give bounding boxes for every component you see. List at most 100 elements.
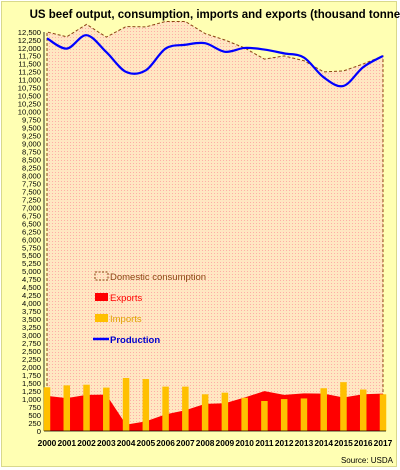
y-tick-label: 11,750 [18,52,41,61]
x-tick-label: 2010 [235,438,254,448]
x-tick-label: 2002 [77,438,96,448]
y-tick-label: 4,500 [22,283,41,292]
legend-swatch-exports [95,293,108,301]
imports-series [43,378,387,431]
y-tick-label: 10,250 [18,100,41,109]
x-tick-label: 2011 [255,438,274,448]
y-tick-label: 7,250 [22,195,41,204]
y-tick-label: 5,500 [22,251,41,260]
y-tick-label: 12,000 [18,44,41,53]
legend-swatch-imports [95,314,108,322]
source-note: Source: USDA [341,456,394,465]
y-tick-label: 250 [28,419,41,428]
imports-bar [63,385,71,431]
imports-bar [201,394,209,431]
imports-bar [43,387,51,431]
legend-label-imports: Imports [110,314,142,325]
chart-title: US beef output, consumption, imports and… [30,9,400,21]
x-tick-label: 2006 [156,438,175,448]
x-tick-label: 2003 [97,438,116,448]
y-tick-label: 1,500 [22,379,41,388]
legend-label-domestic-consumption: Domestic consumption [110,272,206,283]
imports-bar [359,389,367,431]
y-tick-label: 750 [28,403,41,412]
y-tick-label: 6,750 [22,211,41,220]
y-tick-label: 7,750 [22,179,41,188]
production-series [46,34,384,88]
y-tick-label: 4,000 [22,299,41,308]
y-tick-label: 11,500 [18,60,41,69]
y-tick-label: 11,250 [18,68,41,77]
y-tick-label: 5,250 [22,259,41,268]
x-tick-label: 2005 [137,438,156,448]
imports-bar [261,400,268,431]
imports-bar [142,378,150,431]
y-tick-label: 9,500 [22,124,41,133]
x-tick-label: 2009 [216,438,235,448]
y-tick-label: 6,500 [22,219,41,228]
x-tick-label: 2007 [176,438,195,448]
x-tick-label: 2004 [117,438,136,448]
y-tick-label: 3,250 [22,323,41,332]
imports-bar [103,387,110,431]
imports-bar [379,394,387,431]
x-tick-label: 2016 [354,438,373,448]
imports-bar [182,386,189,431]
y-tick-label: 2,500 [22,347,41,356]
legend: Domestic consumption Exports Imports Pro… [93,271,206,346]
production-line [46,34,384,88]
y-axis: 02505007501,0001,2501,5001,7502,0002,250… [18,28,45,436]
y-tick-label: 12,250 [18,36,41,45]
y-tick-label: 10,750 [18,84,41,93]
imports-bar [340,382,347,431]
y-tick-label: 9,000 [22,140,41,149]
y-tick-label: 6,000 [22,235,41,244]
y-tick-label: 4,750 [22,275,41,284]
y-tick-label: 11,000 [18,76,41,85]
y-tick-label: 8,500 [22,155,41,164]
y-tick-label: 4,250 [22,291,41,300]
domestic-consumption-outline [46,20,384,431]
domestic-consumption-area [47,21,383,431]
x-tick-label: 2015 [334,438,353,448]
y-tick-label: 3,750 [22,307,41,316]
imports-bar [83,384,90,431]
x-tick-label: 2000 [38,438,57,448]
imports-bar [300,398,308,431]
y-tick-label: 1,000 [22,395,41,404]
y-tick-label: 3,000 [22,331,41,340]
y-tick-label: 12,500 [18,28,41,37]
y-tick-label: 5,000 [22,267,41,276]
y-tick-label: 1,250 [22,387,41,396]
x-tick-label: 2008 [196,438,215,448]
y-tick-label: 9,750 [22,116,41,125]
y-tick-label: 10,000 [18,108,41,117]
imports-bar [122,378,130,431]
exports-area [47,391,383,431]
imports-bar [280,399,288,431]
y-tick-label: 8,250 [22,163,41,172]
y-tick-label: 5,750 [22,243,41,252]
y-tick-label: 500 [28,411,41,420]
domestic-consumption-series [46,20,384,431]
legend-swatch-domestic-consumption [94,271,109,281]
legend-label-exports: Exports [110,293,142,304]
y-tick-label: 9,250 [22,132,41,141]
exports-series [47,391,383,431]
y-tick-label: 7,500 [22,187,41,196]
imports-bar [320,388,327,431]
x-tick-label: 2012 [275,438,294,448]
y-tick-label: 8,000 [22,171,41,180]
y-tick-label: 1,750 [22,371,41,380]
x-tick-label: 2017 [374,438,393,448]
imports-bar [162,386,169,431]
imports-bar [221,392,229,431]
y-tick-label: 8,750 [22,148,41,157]
x-tick-label: 2001 [57,438,76,448]
legend-label-production: Production [110,335,160,346]
x-axis: 2000 2001 2002 2003 2004 2005 2006 2007 2008 2009… [38,430,393,448]
y-tick-label: 2,750 [22,339,41,348]
imports-bar [241,397,248,431]
x-tick-label: 2014 [314,438,333,448]
